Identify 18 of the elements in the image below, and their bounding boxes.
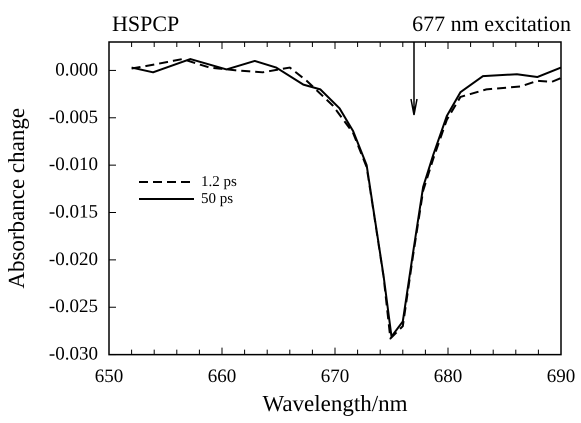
chart-title: HSPCP [112, 10, 180, 36]
x-tick-label: 690 [546, 366, 576, 387]
text: 677 nm excitation [412, 10, 571, 36]
x-tick-label: 680 [434, 366, 462, 387]
legend-label: 50 ps [201, 190, 234, 207]
y-tick-label: 0.000 [55, 59, 98, 80]
y-tick-label: -0.030 [48, 344, 98, 365]
y-tick-label: -0.010 [48, 154, 98, 176]
y-tick-label: -0.020 [48, 248, 98, 270]
y-tick-label: -0.025 [48, 296, 98, 318]
x-tick-label: 650 [94, 366, 124, 387]
y-tick-label: -0.005 [48, 106, 98, 128]
x-tick-label: 670 [320, 366, 350, 387]
legend-label: 1.2 ps [201, 174, 237, 190]
y-tick-label: -0.015 [48, 201, 98, 222]
y-axis-title: Absorbance change [4, 108, 29, 289]
x-tick-label: 660 [208, 366, 236, 387]
x-axis-title: Wavelength/nm [262, 391, 408, 416]
